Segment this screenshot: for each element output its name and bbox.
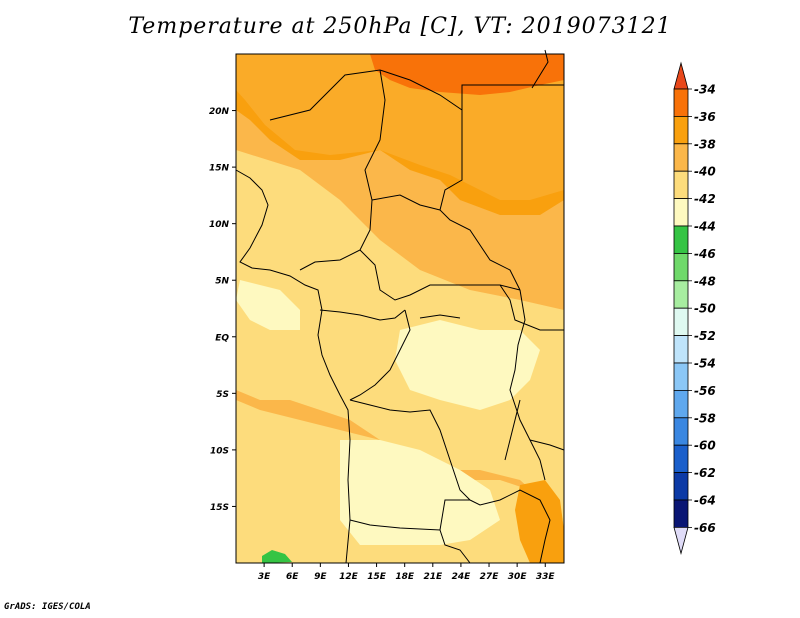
colorbar-label: -56 <box>694 384 716 398</box>
lon-tick-label: 24E <box>452 572 472 582</box>
colorbar-label: -38 <box>694 137 716 151</box>
colorbar-label: -48 <box>694 274 716 288</box>
colorbar-swatch <box>673 252 689 282</box>
colorbar-label: -58 <box>694 411 716 425</box>
latitude-axis: 20N 15N 10N 5N EQ 5S 10S 15S <box>209 107 236 513</box>
grads-credit: GrADS: IGES/COLA <box>4 602 91 612</box>
country-borders <box>235 49 565 564</box>
colorbar-swatch <box>673 499 689 528</box>
border-east <box>509 289 546 481</box>
field-green-blob <box>262 550 292 563</box>
lon-tick-label: 15E <box>367 572 387 582</box>
field-core-west <box>236 280 300 330</box>
colorbar-swatch <box>673 143 689 172</box>
lat-tick-label: 15S <box>210 503 229 513</box>
lon-tick-label: 27E <box>480 572 500 582</box>
border-tanzania <box>529 439 565 451</box>
border-cameroon-south <box>319 309 406 321</box>
colorbar-label: -46 <box>694 247 716 261</box>
colorbar-label: -54 <box>694 357 716 371</box>
colorbar: -34 -36 -38 -40 -42 -44 -46 -48 -50 -52 -54 -56 -58 -… <box>673 61 716 555</box>
lon-tick-label: 3E <box>258 572 271 582</box>
border-ne <box>461 84 564 110</box>
colorbar-label: -66 <box>694 521 716 535</box>
colorbar-label: -50 <box>694 302 716 316</box>
lat-tick-label: 5N <box>215 277 229 287</box>
colorbar-swatch <box>673 116 689 145</box>
colorbar-swatch <box>673 417 689 446</box>
colorbar-label: -64 <box>694 494 716 508</box>
border-car <box>359 249 521 301</box>
lat-tick-label: 10S <box>210 446 229 456</box>
lon-tick-label: 30E <box>508 572 528 582</box>
map-frame <box>235 53 565 564</box>
lon-tick-label: 12E <box>339 572 359 582</box>
colorbar-label: -34 <box>694 83 716 97</box>
colorbar-swatch <box>673 88 689 117</box>
colorbar-swatch <box>673 307 689 337</box>
nile-delta <box>531 49 549 89</box>
colorbar-label: -52 <box>694 329 716 343</box>
longitude-axis: 3E 6E 9E 12E 15E 18E 21E 24E 27E 30E 33E <box>258 563 556 582</box>
colorbar-swatch <box>673 280 689 309</box>
colorbar-swatch <box>673 444 689 474</box>
colorbar-swatch <box>673 362 689 391</box>
colorbar-swatch <box>673 198 689 227</box>
field-core-central <box>395 320 540 410</box>
map-title: Temperature at 250hPa [C], VT: 201907312… <box>128 14 672 39</box>
border-drc-angola <box>349 399 471 501</box>
border-zambia <box>469 489 551 564</box>
lat-tick-label: 10N <box>209 220 230 230</box>
colorbar-swatch <box>673 170 689 199</box>
border-uganda <box>499 284 564 331</box>
colorbar-label: -44 <box>694 220 716 234</box>
colorbar-swatch <box>673 335 689 364</box>
colorbar-swatch <box>673 389 689 419</box>
colorbar-label: -36 <box>694 110 716 124</box>
colorbar-label: -60 <box>694 439 716 453</box>
river-congo <box>419 314 461 319</box>
colorbar-swatch <box>673 225 689 254</box>
border-botswana <box>439 529 471 564</box>
temperature-field <box>236 54 564 563</box>
field-se-patch <box>515 480 564 563</box>
border-chad-sudan <box>371 194 441 211</box>
lon-tick-label: 18E <box>395 572 415 582</box>
lat-tick-label: 15N <box>209 164 230 174</box>
colorbar-label: -40 <box>694 165 716 179</box>
lat-tick-label: 5S <box>216 390 229 400</box>
field-core-south <box>340 440 500 545</box>
border-angola-south <box>349 499 470 531</box>
lon-tick-label: 21E <box>423 572 443 582</box>
colorbar-label: -62 <box>694 466 716 480</box>
lon-tick-label: 9E <box>314 572 327 582</box>
colorbar-bottom-arrow <box>673 527 689 555</box>
lon-tick-label: 6E <box>286 572 299 582</box>
lat-tick-label: EQ <box>215 333 229 343</box>
colorbar-top-arrow <box>673 61 689 90</box>
colorbar-label: -42 <box>694 192 716 206</box>
lon-tick-label: 33E <box>536 572 556 582</box>
border-north <box>269 69 521 291</box>
lat-tick-label: 20N <box>209 107 230 117</box>
border-chad-niger <box>299 69 386 271</box>
west-coastline <box>235 169 351 564</box>
colorbar-swatch <box>673 472 689 501</box>
border-congo <box>349 309 411 401</box>
lake-tanganyika <box>504 399 521 461</box>
